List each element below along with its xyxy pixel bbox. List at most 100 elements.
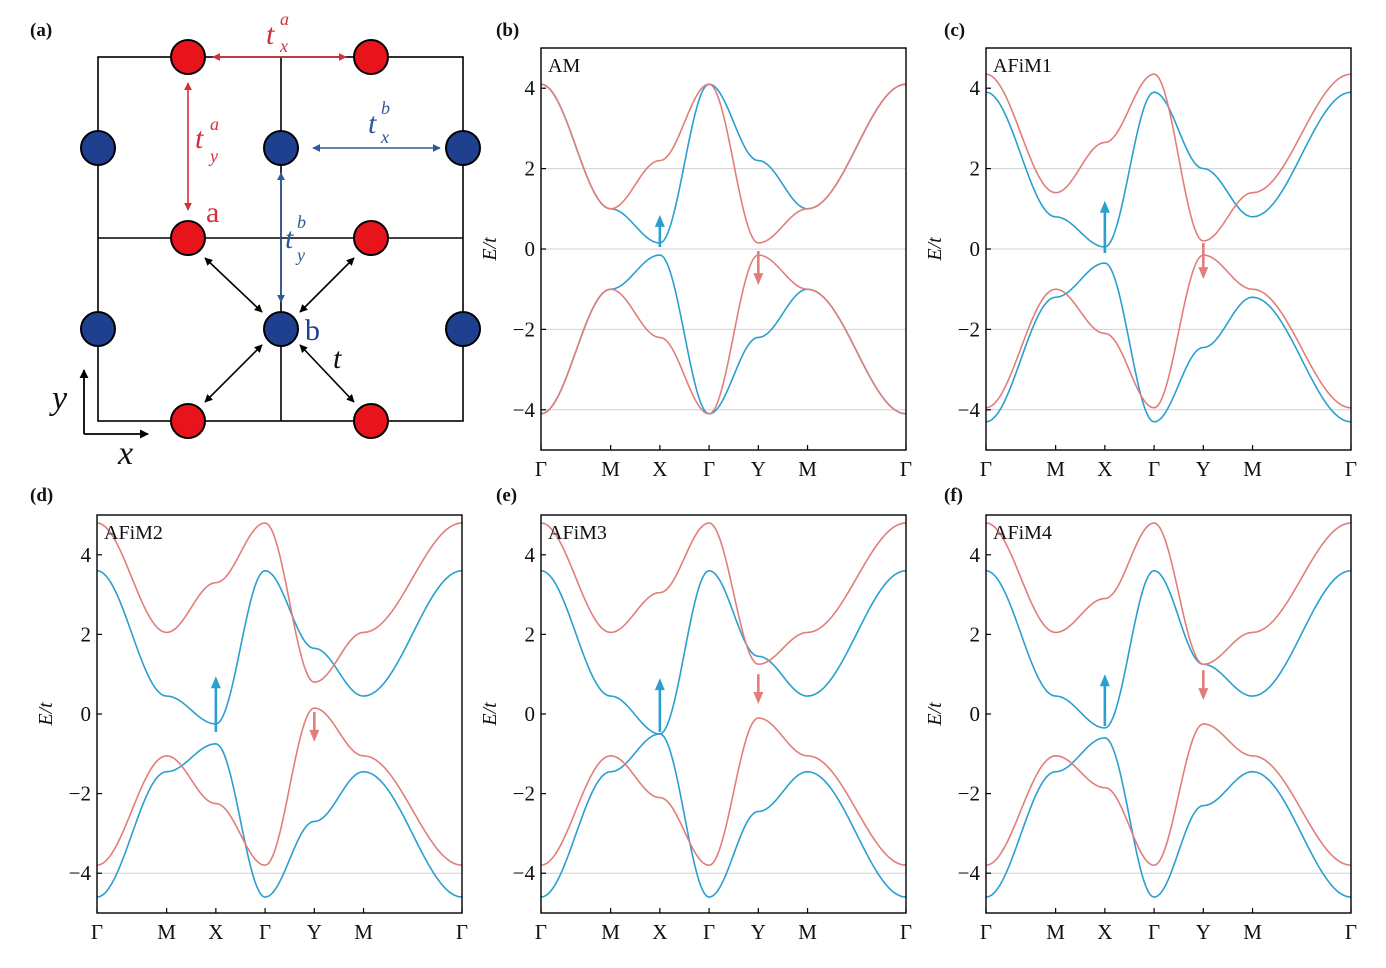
- y-tick-label: 0: [970, 702, 981, 726]
- panel-label: (e): [496, 485, 517, 506]
- x-tick-label: Γ: [1345, 457, 1357, 481]
- site-a: [353, 39, 389, 75]
- svg-text:t: t: [368, 107, 377, 140]
- band-line-spin-up: [986, 737, 1351, 898]
- site-b: [80, 130, 116, 166]
- band-panel-d: (d) 4 2 0 −2 −4 Γ M X Γ Y M Γ E/t AFiM2: [30, 485, 468, 944]
- band-line-spin-up: [541, 83, 906, 244]
- site-a: [170, 220, 206, 256]
- y-tick-label: −2: [69, 782, 91, 806]
- band-curves: [986, 73, 1351, 423]
- hopping-arrows: [184, 53, 441, 403]
- hop-arrow-t-se: [299, 344, 355, 403]
- svg-text:b: b: [381, 98, 390, 118]
- x-tick-label: M: [1046, 457, 1065, 481]
- band-line-spin-up: [97, 743, 462, 898]
- y-tick-label: 2: [970, 157, 981, 181]
- band-panel-c: (c) 4 2 0 −2 −4 Γ M X Γ Y M Γ E/t AFiM1: [924, 20, 1357, 481]
- spin-down-arrowhead: [309, 729, 320, 742]
- hop-label-tax: t a x: [266, 9, 289, 56]
- panel-label: (b): [496, 20, 519, 41]
- x-tick-label: Y: [307, 920, 322, 944]
- y-tick-label: −4: [69, 861, 92, 885]
- band-curves: [541, 522, 906, 898]
- band-curves: [541, 83, 906, 415]
- y-axis-label: y: [49, 380, 68, 417]
- band-panel-e: (e) 4 2 0 −2 −4 Γ M X Γ Y M Γ E/t AFiM3: [479, 485, 912, 944]
- y-tick-label: −2: [513, 317, 535, 341]
- band-curves: [97, 522, 462, 898]
- y-axis-label: E/t: [479, 237, 501, 262]
- hop-label-tby: t b y: [285, 212, 306, 265]
- y-tick-label: −4: [958, 861, 981, 885]
- site-b: [80, 311, 116, 347]
- site-b: [263, 311, 299, 347]
- spin-down-arrowhead: [1198, 267, 1209, 280]
- spin-down-arrowhead: [753, 692, 764, 705]
- x-tick-label: M: [157, 920, 176, 944]
- y-axis-label: E/t: [479, 702, 501, 727]
- panel-title: AFiM2: [104, 522, 163, 544]
- band-line-spin-up: [986, 262, 1351, 423]
- site-a-label: a: [206, 196, 219, 229]
- svg-text:t: t: [266, 18, 275, 51]
- band-line-spin-up: [97, 569, 462, 725]
- site-b: [445, 311, 481, 347]
- y-tick-label: 2: [81, 622, 92, 646]
- y-tick-label: 2: [525, 622, 536, 646]
- x-tick-label: Γ: [980, 920, 992, 944]
- spin-up-arrowhead: [654, 678, 665, 691]
- spin-up-arrowhead: [1099, 674, 1110, 687]
- x-tick-label: M: [601, 457, 620, 481]
- hop-arrow-t-ne: [299, 257, 355, 313]
- y-tick-label: −4: [958, 398, 981, 422]
- band-line-spin-up: [541, 733, 906, 898]
- x-tick-label: Γ: [259, 920, 271, 944]
- spin-down-arrowhead: [753, 273, 764, 286]
- y-tick-label: 0: [525, 702, 536, 726]
- y-tick-label: −2: [958, 317, 980, 341]
- lattice-panel: (a): [30, 9, 481, 472]
- y-tick-label: −4: [513, 398, 536, 422]
- x-tick-label: Γ: [456, 920, 468, 944]
- x-tick-label: M: [1243, 457, 1262, 481]
- spin-up-arrowhead: [1099, 200, 1110, 213]
- panel-label: (d): [30, 485, 53, 506]
- y-tick-label: 4: [970, 543, 981, 567]
- plot-frame: [96, 514, 463, 914]
- band-line-spin-down: [986, 73, 1351, 242]
- y-tick-label: 4: [970, 76, 981, 100]
- x-tick-label: Γ: [91, 920, 103, 944]
- x-tick-label: Γ: [980, 457, 992, 481]
- band-line-spin-down: [986, 723, 1351, 867]
- x-tick-label: Γ: [703, 457, 715, 481]
- hop-arrow-t-sw: [204, 344, 263, 403]
- panel-title: AFiM4: [993, 522, 1052, 544]
- spin-up-arrowhead: [654, 214, 665, 227]
- spin-down-arrowhead: [1198, 688, 1209, 701]
- coordinate-axes: [79, 369, 149, 439]
- x-tick-label: Γ: [703, 920, 715, 944]
- y-tick-label: 2: [970, 622, 981, 646]
- svg-text:y: y: [208, 146, 218, 166]
- x-tick-label: X: [652, 920, 667, 944]
- x-tick-label: Γ: [900, 457, 912, 481]
- x-tick-label: X: [1097, 457, 1112, 481]
- x-tick-label: Y: [751, 457, 766, 481]
- svg-text:t: t: [195, 122, 204, 155]
- band-line-spin-down: [97, 522, 462, 683]
- x-tick-label: M: [601, 920, 620, 944]
- x-tick-label: M: [1046, 920, 1065, 944]
- x-tick-label: Γ: [1148, 457, 1160, 481]
- x-axis-label: x: [117, 435, 133, 472]
- band-line-spin-up: [986, 91, 1351, 248]
- band-line-spin-down: [541, 717, 906, 867]
- y-tick-label: 4: [81, 543, 92, 567]
- x-tick-label: Γ: [1345, 920, 1357, 944]
- y-tick-label: −4: [513, 861, 536, 885]
- site-a: [353, 403, 389, 439]
- panel-title: AM: [548, 55, 580, 77]
- y-tick-label: −2: [513, 782, 535, 806]
- band-line-spin-down: [986, 254, 1351, 409]
